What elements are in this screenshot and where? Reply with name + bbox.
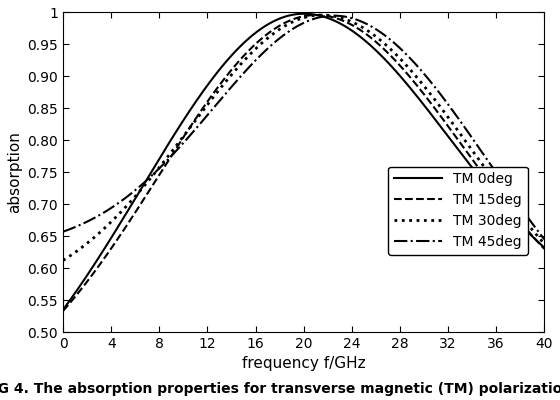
TM 30deg [527,225,534,230]
TM 15deg [312,13,319,18]
Line: TM 30deg: TM 30deg [63,15,544,260]
TM 30deg [281,24,288,29]
TM 30deg [60,258,67,263]
Line: TM 15deg: TM 15deg [63,15,544,311]
TM 45deg [527,219,534,224]
TM 45deg [439,94,446,99]
TM 45deg [541,237,548,242]
TM 45deg [85,219,91,224]
Line: TM 45deg: TM 45deg [63,16,544,239]
Legend: TM 0deg, TM 15deg, TM 30deg, TM 45deg: TM 0deg, TM 15deg, TM 30deg, TM 45deg [388,166,528,254]
TM 15deg [294,16,301,20]
TM 45deg [60,229,67,234]
TM 45deg [527,218,534,223]
TM 15deg [527,232,534,236]
TM 0deg [294,12,301,16]
TM 30deg [294,18,301,22]
TM 30deg [318,13,325,18]
TM 30deg [527,225,534,230]
TM 45deg [330,13,337,18]
TM 0deg [541,245,548,250]
Line: TM 0deg: TM 0deg [63,14,544,310]
Text: FIG 4. The absorption properties for transverse magnetic (TM) polarization.: FIG 4. The absorption properties for tra… [0,382,560,396]
TM 0deg [60,307,67,312]
TM 0deg [527,232,534,237]
TM 30deg [439,107,446,112]
Y-axis label: absorption: absorption [7,131,22,213]
TM 30deg [541,242,548,246]
TM 15deg [541,246,548,251]
TM 15deg [439,116,446,121]
TM 0deg [527,232,534,237]
TM 30deg [85,240,91,245]
TM 0deg [85,272,91,277]
TM 15deg [60,308,67,313]
TM 0deg [281,14,288,19]
TM 0deg [301,11,307,16]
TM 45deg [294,24,301,29]
X-axis label: frequency f/GHz: frequency f/GHz [242,356,366,372]
TM 15deg [527,231,534,236]
TM 15deg [85,278,91,283]
TM 45deg [281,32,288,37]
TM 0deg [439,126,446,131]
TM 15deg [281,21,288,26]
